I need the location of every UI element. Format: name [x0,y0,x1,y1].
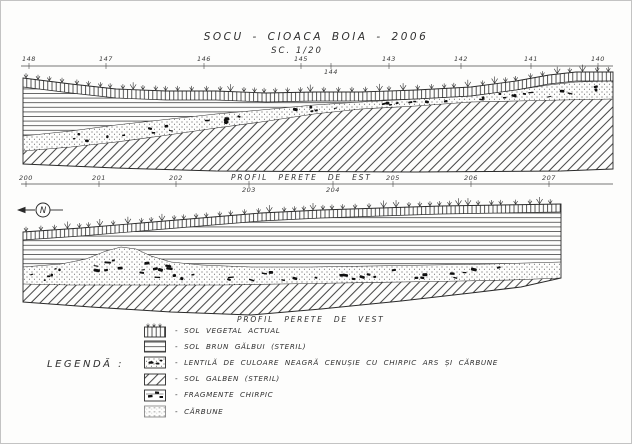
legend-title: LEGENDĂ : [47,359,125,370]
legend-item-label: - LENTILĂ DE CULOARE NEAGRĂ CENUȘIE CU C… [175,357,498,367]
north-arrow-head [17,206,26,214]
legend-item-label: - SOL VEGETAL ACTUAL [175,325,281,335]
measurement-rulers [21,63,613,187]
ruler-number: 202 [169,174,183,182]
ruler-number: 203 [242,186,256,194]
west-profile-drawing [22,196,562,316]
ruler-number: 147 [99,55,113,63]
ruler-number: 207 [542,174,556,182]
legend-item: - CĂRBUNE [143,403,498,419]
ruler-number: 142 [454,55,468,63]
ruler-number: 206 [464,174,478,182]
ruler-number: 140 [591,55,605,63]
ruler-number: 200 [19,174,33,182]
north-label: N [40,206,47,216]
ruler-number: 144 [324,68,338,76]
north-arrow: N [17,202,63,218]
legend-item-label: - CĂRBUNE [175,406,224,416]
legend-item-label: - SOL BRUN GĂLBUI (STERIL) [175,341,307,351]
ruler-number: 141 [524,55,538,63]
legend-item: - LENTILĂ DE CULOARE NEAGRĂ CENUȘIE CU C… [143,354,498,370]
ruler-number: 201 [92,174,106,182]
legend-item-label: - SOL GALBEN (STERIL) [175,374,280,384]
east-profile-drawing [22,64,614,173]
north-circle [35,202,51,218]
east-profile-caption: PROFIL PERETE DE EST [231,173,372,182]
fragmente-chirpic-swatch-icon [144,389,166,402]
ruler-number: 146 [197,55,211,63]
legend: - SOL VEGETAL ACTUAL - SOL BRUN GĂLBUI (S… [143,322,498,419]
carbune-swatch-icon [144,405,166,418]
legend-item: - FRAGMENTE CHIRPIC [143,387,498,403]
legend-item: - SOL BRUN GĂLBUI (STERIL) [143,338,498,354]
legend-item-label: - FRAGMENTE CHIRPIC [175,390,274,400]
ruler-number: 143 [382,55,396,63]
legend-item: - SOL VEGETAL ACTUAL [143,322,498,338]
lentila-neagra-swatch-icon [144,357,166,369]
ruler-number: 148 [22,55,36,63]
ruler-number: 145 [294,55,308,63]
west-profile-caption: PROFIL PERETE DE VEST [237,315,385,324]
sheet-title: SOCU - CIOACA BOIA - 2006 [203,31,429,43]
ruler-number: 204 [326,186,340,194]
scale-label: SC. 1/20 [271,46,323,56]
ruler-number: 205 [386,174,400,182]
sol-galben-swatch-icon [144,373,166,386]
sol-brun-galbui-swatch-icon [144,340,166,353]
legend-item: - SOL GALBEN (STERIL) [143,371,498,387]
sol-vegetal-swatch-icon [144,323,166,338]
